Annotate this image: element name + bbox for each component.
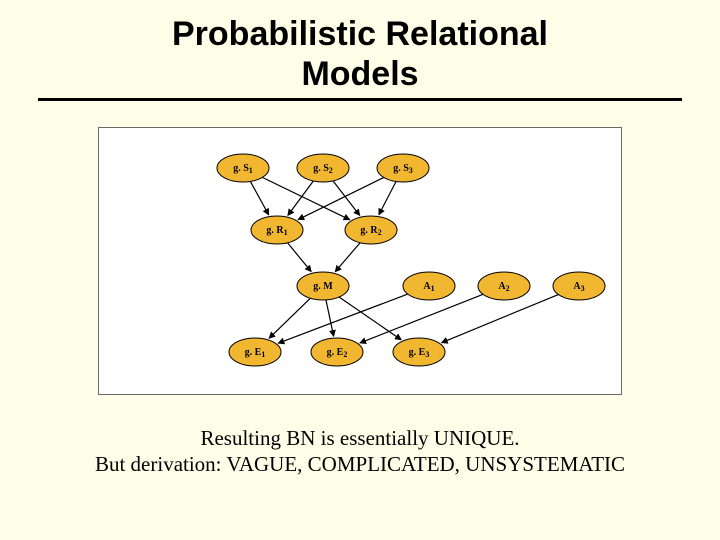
node-E1: g. E1: [229, 338, 281, 366]
edge-A1-E1: [278, 294, 407, 343]
node-M: g. M: [297, 272, 349, 300]
node-S1: g. S1: [217, 154, 269, 182]
edge-R2-M: [335, 243, 360, 272]
edge-M-E3: [339, 297, 401, 340]
svg-text:g. S2: g. S2: [313, 164, 333, 176]
svg-text:g. R2: g. R2: [360, 226, 381, 238]
edge-S3-R2: [379, 182, 396, 215]
node-R1: g. R1: [251, 216, 303, 244]
edge-R1-M: [288, 243, 312, 272]
edge-M-E2: [326, 300, 334, 336]
node-A2: A2: [478, 272, 530, 300]
node-S3: g. S3: [377, 154, 429, 182]
title-line-1: Probabilistic Relational: [172, 15, 548, 53]
edge-S2-R2: [333, 181, 360, 215]
node-S2: g. S2: [297, 154, 349, 182]
svg-text:g. S3: g. S3: [393, 164, 413, 176]
caption-line-2: But derivation: VAGUE, COMPLICATED, UNSY…: [24, 451, 696, 477]
svg-text:g. M: g. M: [313, 282, 333, 293]
svg-text:g. R1: g. R1: [266, 226, 287, 238]
bn-diagram: g. S1 g. S2 g. S3 g. R1 g. R2 g. M A1 A2 A3 g. E1…: [98, 127, 622, 395]
edges: [250, 178, 558, 344]
caption-line-1: Resulting BN is essentially UNIQUE.: [24, 425, 696, 451]
node-R2: g. R2: [345, 216, 397, 244]
node-A1: A1: [403, 272, 455, 300]
svg-text:A3: A3: [573, 282, 584, 294]
bn-svg: g. S1 g. S2 g. S3 g. R1 g. R2 g. M A1 A2 A3 g. E1…: [99, 128, 623, 396]
edge-M-E1: [269, 298, 310, 338]
svg-text:g. E1: g. E1: [245, 348, 266, 360]
edge-S1-R1: [250, 182, 268, 215]
node-A3: A3: [553, 272, 605, 300]
node-E3: g. E3: [393, 338, 445, 366]
caption: Resulting BN is essentially UNIQUE. But …: [0, 425, 720, 478]
page-title: Probabilistic Relational Models: [0, 0, 720, 94]
svg-text:g. S1: g. S1: [233, 164, 253, 176]
title-line-2: Models: [301, 55, 418, 93]
svg-text:A1: A1: [423, 282, 434, 294]
svg-text:A2: A2: [498, 282, 509, 294]
edge-A3-E3: [442, 295, 559, 343]
edge-A2-E2: [360, 295, 483, 344]
node-E2: g. E2: [311, 338, 363, 366]
title-underline: [38, 98, 682, 101]
nodes: g. S1 g. S2 g. S3 g. R1 g. R2 g. M A1 A2 A3 g. E1…: [217, 154, 605, 366]
svg-text:g. E3: g. E3: [409, 348, 430, 360]
edge-S1-R2: [262, 178, 349, 220]
svg-text:g. E2: g. E2: [327, 348, 348, 360]
edge-S2-R1: [288, 181, 313, 215]
